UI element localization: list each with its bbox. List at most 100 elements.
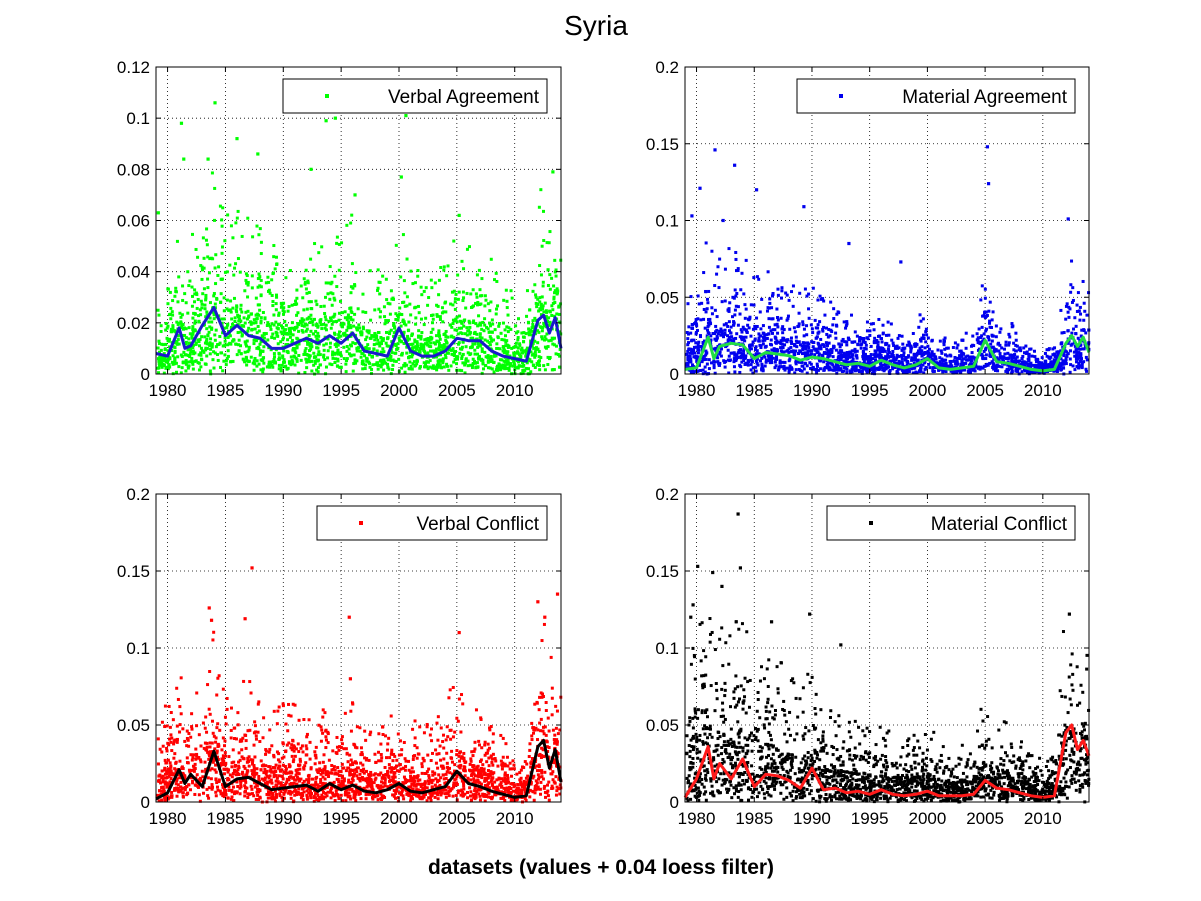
- data-point: [949, 359, 953, 363]
- data-point: [878, 334, 882, 338]
- data-point: [387, 367, 391, 371]
- data-point: [326, 292, 330, 296]
- data-point: [258, 308, 262, 312]
- data-point: [979, 336, 983, 340]
- data-point: [717, 286, 721, 290]
- data-point: [860, 342, 864, 346]
- data-point: [545, 316, 549, 320]
- data-point-outlier: [802, 205, 806, 209]
- data-point: [968, 355, 972, 359]
- data-point: [460, 321, 464, 325]
- data-point: [1066, 310, 1070, 314]
- data-point: [551, 308, 555, 312]
- data-point: [260, 358, 264, 362]
- data-point: [848, 355, 852, 359]
- data-point: [455, 320, 459, 324]
- data-point: [1045, 354, 1049, 358]
- data-point: [746, 363, 750, 367]
- data-point: [996, 369, 1000, 373]
- data-point: [926, 344, 930, 348]
- data-point: [755, 361, 759, 365]
- data-point: [450, 290, 454, 294]
- data-point: [722, 323, 726, 327]
- data-point: [1066, 329, 1070, 333]
- data-point: [1046, 366, 1050, 370]
- data-point: [321, 731, 325, 735]
- data-point: [394, 312, 398, 316]
- data-point: [372, 343, 376, 347]
- data-point: [417, 329, 421, 333]
- data-point: [759, 346, 763, 350]
- data-point: [371, 792, 375, 796]
- figure-title: Syria: [564, 10, 628, 41]
- data-point: [774, 364, 778, 368]
- data-point: [190, 356, 194, 360]
- data-point: [204, 315, 208, 319]
- data-point: [270, 278, 274, 282]
- data-point: [533, 339, 537, 343]
- data-point: [703, 365, 707, 369]
- data-point: [505, 325, 509, 329]
- data-point: [768, 301, 772, 305]
- data-point: [162, 352, 166, 356]
- data-point: [212, 218, 216, 222]
- data-point: [479, 758, 483, 762]
- data-point: [897, 334, 901, 338]
- data-point: [902, 354, 906, 358]
- data-point: [962, 362, 966, 366]
- y-tick-label: 0.02: [117, 314, 150, 333]
- data-point: [505, 353, 509, 357]
- data-point: [182, 350, 186, 354]
- data-point: [740, 352, 744, 356]
- data-point: [510, 296, 514, 300]
- data-point: [724, 345, 728, 349]
- data-point: [335, 342, 339, 346]
- data-point: [279, 305, 283, 309]
- data-point: [798, 343, 802, 347]
- data-point: [504, 360, 508, 364]
- data-point: [823, 313, 827, 317]
- data-point: [452, 784, 456, 788]
- data-point: [371, 363, 375, 367]
- data-point: [175, 320, 179, 324]
- data-point: [558, 348, 562, 352]
- data-point: [395, 313, 399, 317]
- data-point: [744, 356, 748, 360]
- data-point: [380, 756, 384, 760]
- data-point: [365, 335, 369, 339]
- data-point: [1070, 259, 1074, 263]
- loess-line: [684, 334, 1091, 373]
- data-point: [834, 365, 838, 369]
- data-point: [492, 354, 496, 358]
- data-point: [696, 317, 700, 321]
- data-point: [538, 264, 542, 268]
- data-point: [766, 306, 770, 310]
- data-point: [416, 269, 420, 273]
- data-point: [214, 328, 218, 332]
- data-point: [460, 332, 464, 336]
- data-point: [732, 360, 736, 364]
- data-point: [164, 328, 168, 332]
- data-point: [524, 332, 528, 336]
- data-point: [689, 371, 693, 375]
- data-point: [287, 327, 291, 331]
- data-point: [223, 239, 227, 243]
- data-point: [826, 361, 830, 365]
- data-point: [532, 346, 536, 350]
- data-point: [496, 346, 500, 350]
- data-point: [433, 342, 437, 346]
- data-point: [384, 341, 388, 345]
- data-point: [392, 343, 396, 347]
- data-point: [162, 363, 166, 367]
- data-point: [290, 321, 294, 325]
- data-point: [437, 278, 441, 282]
- data-point: [458, 319, 462, 323]
- data-point: [309, 257, 313, 261]
- data-point: [907, 370, 911, 374]
- data-point: [922, 336, 926, 340]
- data-point: [279, 324, 283, 328]
- data-point: [685, 331, 689, 335]
- data-point: [324, 281, 328, 285]
- data-point: [764, 344, 768, 348]
- data-point: [346, 315, 350, 319]
